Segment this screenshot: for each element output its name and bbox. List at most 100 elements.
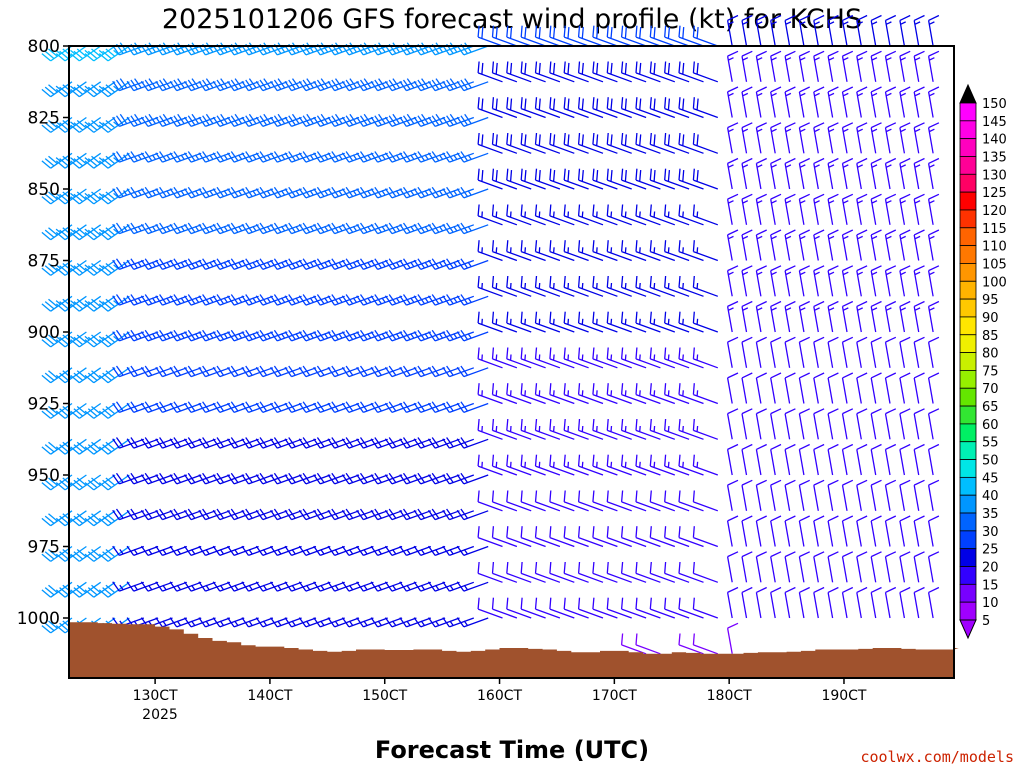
wind-barb <box>755 551 767 583</box>
wind-barb <box>899 14 911 47</box>
wind-barb <box>413 437 446 449</box>
wind-barb <box>491 168 518 190</box>
wind-barb <box>298 294 331 306</box>
wind-barb <box>563 25 589 47</box>
wind-barb <box>755 586 767 619</box>
wind-barb <box>827 157 839 190</box>
wind-barb <box>370 151 403 163</box>
wind-barb <box>169 401 202 414</box>
wind-barb <box>427 508 460 521</box>
wind-barb <box>399 294 432 306</box>
wind-barb <box>577 418 604 440</box>
wind-barb <box>692 275 719 297</box>
wind-barb <box>770 551 782 583</box>
wind-barb <box>298 113 331 128</box>
colorbar-swatch <box>959 138 977 157</box>
colorbar-label: 30 <box>982 525 999 540</box>
wind-barb <box>327 472 360 485</box>
wind-barb <box>126 508 159 521</box>
colorbar-swatch <box>959 548 977 567</box>
wind-barb <box>813 336 825 368</box>
wind-barb <box>198 294 231 306</box>
wind-barb <box>520 418 546 440</box>
wind-barb <box>563 347 589 369</box>
wind-barb <box>356 401 388 414</box>
wind-barb <box>212 401 245 414</box>
wind-barb <box>198 472 231 485</box>
wind-barb <box>356 294 388 306</box>
wind-barb <box>140 545 173 557</box>
wind-barb <box>534 61 561 83</box>
wind-barb <box>520 25 546 47</box>
wind-barb <box>755 14 767 47</box>
wind-barb <box>413 186 446 199</box>
wind-barb <box>491 25 518 47</box>
wind-barb <box>384 151 417 163</box>
wind-barb <box>270 472 302 485</box>
wind-barb <box>913 229 925 261</box>
wind-barb <box>841 265 854 297</box>
colorbar-top-arrow <box>959 83 977 104</box>
wind-barb <box>413 401 446 414</box>
wind-barb <box>841 586 854 619</box>
wind-barb <box>678 61 704 83</box>
wind-barb <box>198 365 231 378</box>
wind-barb <box>456 294 489 306</box>
colorbar-label: 135 <box>982 150 1007 165</box>
wind-barb <box>183 42 216 56</box>
wind-barb <box>927 336 940 368</box>
wind-barb <box>399 113 432 128</box>
wind-barb <box>606 168 632 190</box>
colorbar-swatch <box>959 512 977 532</box>
colorbar-label: 110 <box>982 240 1007 255</box>
wind-barb <box>255 42 288 56</box>
wind-barb <box>370 472 403 485</box>
wind-barb <box>620 526 647 548</box>
wind-barb <box>927 86 940 118</box>
wind-barb <box>884 86 897 118</box>
colorbar-label: 115 <box>982 222 1007 237</box>
wind-barb <box>370 186 403 199</box>
wind-barb <box>649 526 676 548</box>
wind-barb <box>227 151 259 163</box>
wind-barb <box>726 515 739 547</box>
wind-barb <box>798 157 810 190</box>
wind-barb <box>126 329 159 342</box>
wind-barb <box>798 122 810 154</box>
colorbar-swatch <box>959 583 977 603</box>
wind-barb <box>183 508 216 521</box>
wind-barb <box>270 581 302 592</box>
wind-barb <box>798 372 810 404</box>
wind-barb <box>270 294 302 306</box>
wind-barb <box>198 329 231 342</box>
wind-barb <box>255 186 288 199</box>
wind-barb <box>140 222 173 235</box>
wind-barb <box>506 311 532 333</box>
wind-barb <box>506 418 532 440</box>
wind-barb <box>813 14 825 47</box>
x-tick-label: 190CT <box>821 688 866 704</box>
wind-barb <box>270 186 302 199</box>
wind-barb <box>384 365 417 378</box>
colorbar-swatch <box>959 405 977 425</box>
wind-barb <box>477 275 503 297</box>
wind-barb <box>784 372 796 404</box>
wind-barb <box>198 545 231 557</box>
wind-barb <box>284 42 317 56</box>
wind-barb <box>198 186 231 199</box>
wind-barb <box>112 508 145 521</box>
wind-barb <box>784 157 796 190</box>
wind-barb <box>270 617 302 628</box>
wind-barb <box>198 42 231 56</box>
wind-barb <box>298 151 331 163</box>
wind-barb <box>491 61 518 83</box>
wind-barb <box>813 515 825 547</box>
wind-barb <box>899 479 911 511</box>
wind-barb <box>413 365 446 378</box>
colorbar-label: 100 <box>982 275 1007 290</box>
wind-barb <box>784 300 796 333</box>
wind-barb <box>212 508 245 521</box>
wind-barb <box>649 204 676 226</box>
wind-barb <box>413 329 446 342</box>
wind-barb <box>678 490 704 512</box>
